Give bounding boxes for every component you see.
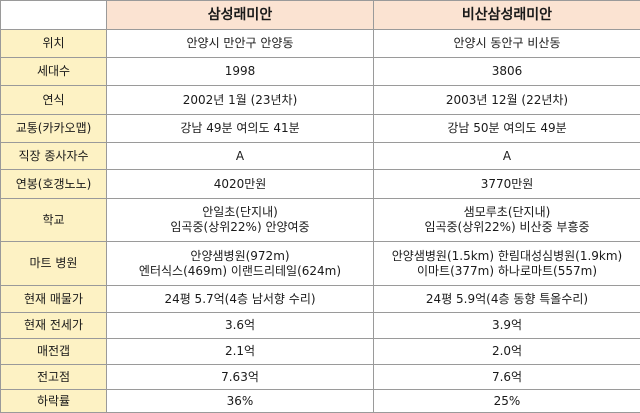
cell-bisan-samsung-raemian: 3.9억 xyxy=(374,313,640,339)
column-header-samsung-raemian: 삼성래미안 xyxy=(107,1,374,30)
cell-bisan-samsung-raemian: 2003년 12월 (22년차) xyxy=(374,86,640,115)
cell-text-line: 1998 xyxy=(109,64,371,79)
cell-text-line: 2003년 12월 (22년차) xyxy=(376,93,638,108)
row-label: 매전갭 xyxy=(1,339,107,365)
cell-bisan-samsung-raemian: 안양시 동안구 비산동 xyxy=(374,30,640,58)
row-label: 위치 xyxy=(1,30,107,58)
cell-text-line: 7.6억 xyxy=(376,370,638,385)
row-label: 교통(카카오맵) xyxy=(1,115,107,143)
column-header-bisan-samsung-raemian: 비산삼성래미안 xyxy=(374,1,640,30)
cell-text-line: A xyxy=(109,149,371,164)
cell-text-line: 3806 xyxy=(376,64,638,79)
cell-bisan-samsung-raemian: 2.0억 xyxy=(374,339,640,365)
cell-bisan-samsung-raemian: A xyxy=(374,143,640,170)
cell-text-line: A xyxy=(376,149,638,164)
cell-text-line: 강남 49분 여의도 41분 xyxy=(109,121,371,136)
cell-text-line: 3.9억 xyxy=(376,318,638,333)
cell-samsung-raemian: 2.1억 xyxy=(107,339,374,365)
cell-text-line: 엔터식스(469m) 이랜드리테일(624m) xyxy=(109,264,371,279)
cell-bisan-samsung-raemian: 샘모루초(단지내)임곡중(상위22%) 비산중 부흥중 xyxy=(374,199,640,242)
cell-text-line: 2.0억 xyxy=(376,344,638,359)
row-label: 하락률 xyxy=(1,390,107,413)
cell-samsung-raemian: 36% xyxy=(107,390,374,413)
row-label: 마트 병원 xyxy=(1,242,107,286)
cell-bisan-samsung-raemian: 25% xyxy=(374,390,640,413)
cell-samsung-raemian: A xyxy=(107,143,374,170)
cell-text-line: 3770만원 xyxy=(376,177,638,192)
cell-text-line: 임곡중(상위22%) 비산중 부흥중 xyxy=(376,220,638,235)
cell-text-line: 4020만원 xyxy=(109,177,371,192)
corner-cell xyxy=(1,1,107,30)
row-label: 전고점 xyxy=(1,365,107,390)
cell-samsung-raemian: 안양시 만안구 안양동 xyxy=(107,30,374,58)
row-label: 연식 xyxy=(1,86,107,115)
cell-samsung-raemian: 7.63억 xyxy=(107,365,374,390)
table-row: 연봉(호갱노노)4020만원 3770만원 xyxy=(1,170,640,199)
cell-text-line: 36% xyxy=(109,394,371,409)
cell-bisan-samsung-raemian: 24평 5.9억(4층 동향 특올수리) xyxy=(374,286,640,313)
cell-samsung-raemian: 안일초(단지내)임곡중(상위22%) 안양여중 xyxy=(107,199,374,242)
row-label: 직장 종사자수 xyxy=(1,143,107,170)
cell-bisan-samsung-raemian: 3806 xyxy=(374,58,640,86)
cell-samsung-raemian: 안양샘병원(972m)엔터식스(469m) 이랜드리테일(624m) xyxy=(107,242,374,286)
cell-text-line: 25% xyxy=(376,394,638,409)
cell-samsung-raemian: 24평 5.7억(4층 남서향 수리) xyxy=(107,286,374,313)
cell-text-line: 안양샘병원(1.5km) 한림대성심병원(1.9km) xyxy=(376,249,638,264)
cell-text-line: 안일초(단지내) xyxy=(109,205,371,220)
cell-text-line: 안양시 동안구 비산동 xyxy=(376,36,638,51)
cell-text-line: 24평 5.7억(4층 남서향 수리) xyxy=(109,292,371,307)
cell-text-line: 7.63억 xyxy=(109,370,371,385)
cell-bisan-samsung-raemian: 3770만원 xyxy=(374,170,640,199)
cell-samsung-raemian: 2002년 1월 (23년차) xyxy=(107,86,374,115)
cell-text-line: 2002년 1월 (23년차) xyxy=(109,93,371,108)
table-row: 교통(카카오맵)강남 49분 여의도 41분 강남 50분 여의도 49분 xyxy=(1,115,640,143)
cell-text-line: 임곡중(상위22%) 안양여중 xyxy=(109,220,371,235)
row-label: 현재 매물가 xyxy=(1,286,107,313)
cell-text-line: 이마트(377m) 하나로마트(557m) xyxy=(376,264,638,279)
cell-text-line: 샘모루초(단지내) xyxy=(376,205,638,220)
row-label: 세대수 xyxy=(1,58,107,86)
cell-bisan-samsung-raemian: 7.6억 xyxy=(374,365,640,390)
cell-text-line: 24평 5.9억(4층 동향 특올수리) xyxy=(376,292,638,307)
cell-samsung-raemian: 4020만원 xyxy=(107,170,374,199)
cell-samsung-raemian: 3.6억 xyxy=(107,313,374,339)
cell-bisan-samsung-raemian: 강남 50분 여의도 49분 xyxy=(374,115,640,143)
cell-samsung-raemian: 강남 49분 여의도 41분 xyxy=(107,115,374,143)
cell-text-line: 안양샘병원(972m) xyxy=(109,249,371,264)
cell-text-line: 강남 50분 여의도 49분 xyxy=(376,121,638,136)
row-label: 학교 xyxy=(1,199,107,242)
cell-text-line: 안양시 만안구 안양동 xyxy=(109,36,371,51)
row-label: 연봉(호갱노노) xyxy=(1,170,107,199)
cell-samsung-raemian: 1998 xyxy=(107,58,374,86)
cell-text-line: 2.1억 xyxy=(109,344,371,359)
cell-bisan-samsung-raemian: 안양샘병원(1.5km) 한림대성심병원(1.9km)이마트(377m) 하나로… xyxy=(374,242,640,286)
row-label: 현재 전세가 xyxy=(1,313,107,339)
cell-text-line: 3.6억 xyxy=(109,318,371,333)
